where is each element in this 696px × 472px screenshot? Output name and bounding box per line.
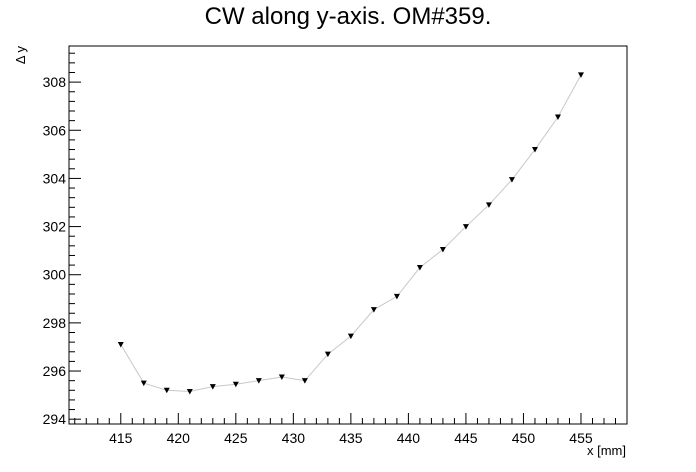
y-tick-label: 306 <box>43 122 67 138</box>
data-point <box>163 387 170 394</box>
data-point <box>508 177 515 183</box>
data-point <box>347 333 354 340</box>
data-point <box>186 388 193 395</box>
data-point <box>232 381 239 388</box>
series-line <box>120 74 582 392</box>
x-tick-label: 450 <box>512 430 536 446</box>
data-point <box>393 293 400 300</box>
data-point <box>462 224 469 230</box>
x-tick-label: 430 <box>282 430 306 446</box>
x-axis-tick-labels: 415 420 425 430 435 440 445 450 455 <box>109 430 593 446</box>
data-point <box>531 147 538 153</box>
data-point <box>577 72 584 78</box>
y-tick-label: 302 <box>43 219 67 235</box>
y-tick-label: 300 <box>43 267 67 283</box>
data-point <box>209 384 216 390</box>
y-tick-label: 296 <box>43 363 67 379</box>
y-tick-label: 294 <box>43 411 67 427</box>
data-point <box>554 114 561 121</box>
data-point <box>324 351 331 358</box>
data-point <box>140 380 147 387</box>
x-tick-label: 440 <box>397 430 421 446</box>
x-axis-ticks <box>74 413 628 424</box>
x-tick-label: 420 <box>167 430 191 446</box>
data-point <box>255 378 262 384</box>
y-tick-label: 308 <box>43 74 67 90</box>
x-tick-label: 415 <box>109 430 133 446</box>
data-points <box>117 72 584 395</box>
y-axis-tick-labels: 294 296 298 300 302 304 306 308 <box>43 74 67 427</box>
data-point <box>416 265 423 271</box>
chart-title: CW along y-axis. OM#359. <box>205 3 492 30</box>
x-tick-label: 425 <box>224 430 248 446</box>
x-tick-label: 455 <box>569 430 593 446</box>
data-point <box>370 307 377 313</box>
x-tick-label: 445 <box>454 430 478 446</box>
data-point <box>301 378 308 384</box>
data-point <box>485 202 492 208</box>
data-point <box>278 374 285 381</box>
x-axis-label: x [mm] <box>587 443 626 458</box>
y-tick-label: 304 <box>43 170 67 186</box>
y-axis-label: Δ y <box>13 46 28 65</box>
data-point <box>439 246 446 253</box>
x-tick-label: 435 <box>339 430 363 446</box>
y-tick-label: 298 <box>43 315 67 331</box>
data-point <box>117 342 124 348</box>
plot-frame <box>68 45 628 425</box>
y-axis-ticks <box>69 52 81 420</box>
